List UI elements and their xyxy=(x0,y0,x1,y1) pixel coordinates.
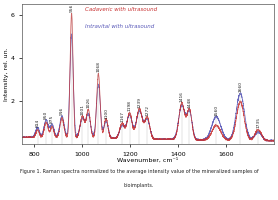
Text: 1026: 1026 xyxy=(86,97,90,108)
Text: 916: 916 xyxy=(60,107,64,115)
Text: 875: 875 xyxy=(50,114,54,123)
Text: 956: 956 xyxy=(70,4,74,12)
Text: Figure 1. Raman spectra normalized to the average intensity value of the mineral: Figure 1. Raman spectra normalized to th… xyxy=(20,169,258,174)
Text: 1167: 1167 xyxy=(120,111,124,122)
Text: 1068: 1068 xyxy=(96,61,100,72)
Text: 1198: 1198 xyxy=(128,100,131,111)
Text: 850: 850 xyxy=(44,111,48,119)
Text: 1239: 1239 xyxy=(137,97,142,108)
Text: 1100: 1100 xyxy=(104,108,108,119)
X-axis label: Wavenumber, cm⁻¹: Wavenumber, cm⁻¹ xyxy=(117,158,179,163)
Text: 1448: 1448 xyxy=(187,97,192,108)
Text: bioimplants.: bioimplants. xyxy=(124,183,154,188)
Text: 1560: 1560 xyxy=(214,105,218,116)
Text: 1416: 1416 xyxy=(180,91,184,102)
Text: 1660: 1660 xyxy=(238,81,242,92)
Text: Cadaveric with ultrasound: Cadaveric with ultrasound xyxy=(85,7,157,12)
Text: 814: 814 xyxy=(36,119,39,127)
Text: 1001: 1001 xyxy=(80,104,84,115)
Text: Intravital with ultrasound: Intravital with ultrasound xyxy=(85,24,154,29)
Text: 1735: 1735 xyxy=(256,117,260,128)
Y-axis label: Intensity, rel. un.: Intensity, rel. un. xyxy=(4,47,9,101)
Text: 1272: 1272 xyxy=(145,105,149,116)
